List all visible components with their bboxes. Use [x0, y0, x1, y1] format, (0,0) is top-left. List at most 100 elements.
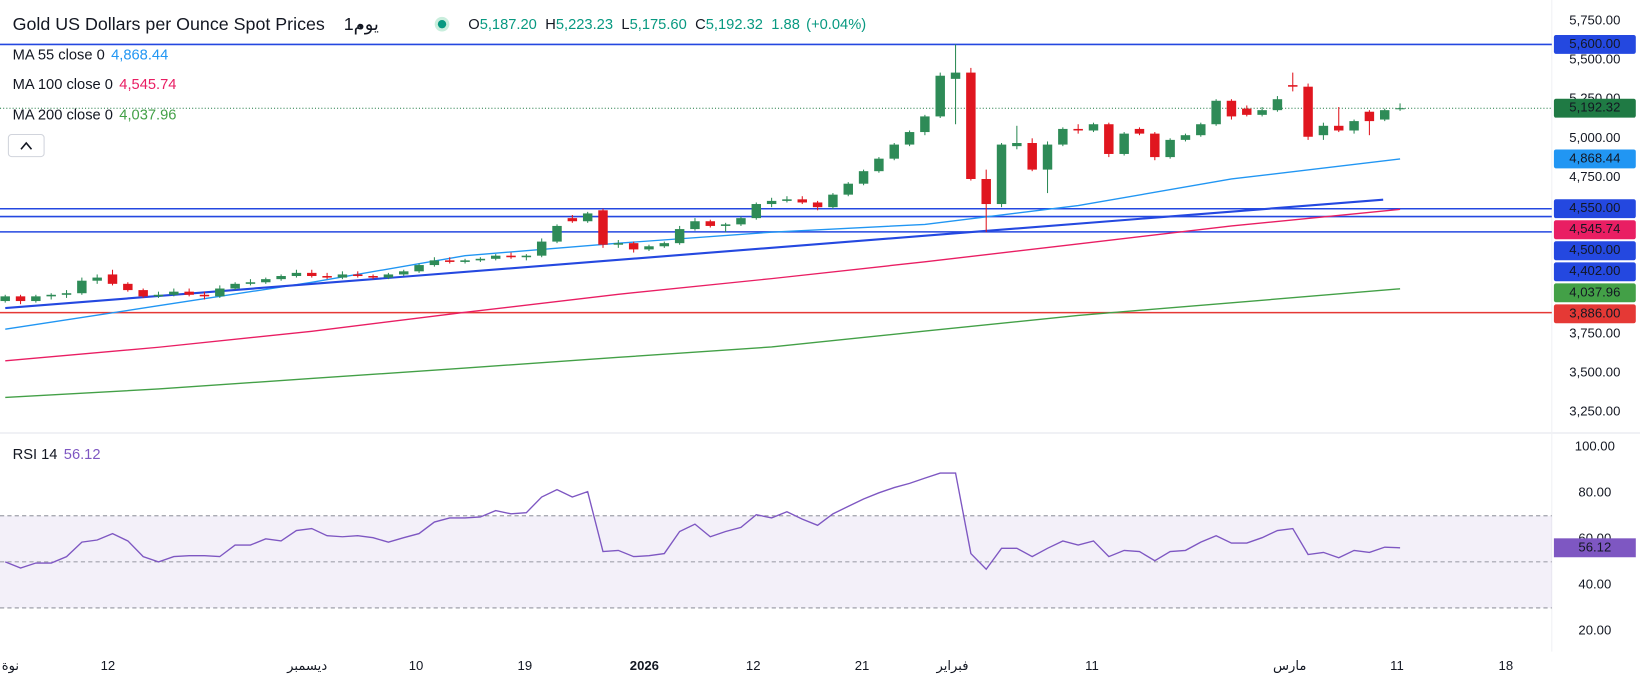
- candle-body: [169, 291, 179, 295]
- candle-body: [797, 199, 807, 203]
- candle-body: [659, 243, 670, 247]
- rsi-last-box: [1553, 538, 1636, 558]
- ohlc-value: 5,175.60: [630, 17, 687, 33]
- plot-area: 5,750.005,500.005,250.005,000.004,750.00…: [0, 12, 1636, 674]
- x-tick-label: 21: [855, 658, 870, 673]
- candle-body: [92, 277, 102, 281]
- legend-value: 4,868.44: [111, 48, 168, 64]
- candle-body: [690, 221, 700, 230]
- candle-body: [1318, 125, 1329, 136]
- rsi-tick-label: 80.00: [1578, 484, 1611, 499]
- candle-body: [828, 194, 838, 208]
- candle-body: [353, 274, 363, 277]
- candle-body: [475, 258, 486, 261]
- candle-body: [1088, 124, 1099, 131]
- chevron-icon[interactable]: [20, 141, 33, 150]
- candle-body: [107, 274, 118, 284]
- candle-body: [720, 224, 731, 226]
- rsi-last-label: 56.12: [1578, 539, 1611, 554]
- legend-value: 4,545.74: [119, 77, 176, 93]
- candle-body: [858, 171, 869, 184]
- candle-body: [598, 210, 608, 245]
- candle-body: [337, 274, 348, 278]
- candle-body: [536, 241, 547, 256]
- candle-body: [1303, 86, 1313, 137]
- x-tick-label: 12: [746, 658, 761, 673]
- ohlc-prefix: H: [545, 17, 556, 33]
- candle-body: [582, 213, 593, 222]
- candle-body: [552, 225, 562, 242]
- price-tag-box: [1553, 199, 1636, 219]
- candle-body: [215, 288, 225, 297]
- candle-body: [184, 291, 194, 295]
- x-tick-label: فبراير: [935, 658, 968, 674]
- candle-body: [736, 218, 746, 225]
- candle-body: [490, 255, 501, 259]
- candle-body: [996, 144, 1007, 205]
- candle-body: [1395, 108, 1405, 110]
- candle-body: [674, 229, 685, 244]
- candle-body: [1349, 121, 1359, 131]
- price-tag-label: 4,500.00: [1569, 242, 1620, 257]
- rsi-line: [4, 472, 1401, 571]
- price-tag-box: [1553, 304, 1636, 324]
- candle-body: [1150, 133, 1160, 158]
- y-tick-label: 4,750.00: [1569, 169, 1620, 184]
- candle-body: [812, 202, 823, 208]
- price-tag-label: 4,550.00: [1569, 200, 1620, 215]
- price-tag-label: 4,402.00: [1569, 263, 1620, 278]
- x-tick-label: نوة: [2, 658, 19, 674]
- candle-body: [429, 260, 440, 266]
- legend-name: MA 200 close 0: [13, 107, 113, 123]
- moving-average: [5, 158, 1401, 330]
- ohlc-prefix: L: [621, 17, 629, 33]
- legend-name: RSI 14: [13, 447, 58, 463]
- collapse-button[interactable]: [7, 134, 45, 158]
- candle-body: [1226, 100, 1237, 117]
- candle-body: [874, 158, 884, 172]
- ohlc-prefix: O: [468, 17, 479, 33]
- rsi-tick-label: 100.00: [1575, 438, 1615, 453]
- candle-body: [843, 183, 853, 195]
- rsi-tick-label: 40.00: [1578, 576, 1611, 591]
- legend-value: 56.12: [64, 447, 101, 463]
- ohlc-value: 5,223.23: [556, 17, 613, 33]
- x-tick-label: ديسمبر: [286, 658, 327, 674]
- candle-body: [307, 272, 317, 277]
- price-tag-label: 4,545.74: [1569, 221, 1620, 236]
- candle-body: [261, 279, 271, 283]
- candle-body: [460, 260, 470, 262]
- moving-average: [5, 288, 1401, 399]
- y-tick-label: 5,500.00: [1569, 52, 1620, 67]
- candle-body: [950, 72, 961, 79]
- candle-body: [1211, 100, 1221, 125]
- candle-body: [199, 294, 210, 297]
- price-tag-label: 5,600.00: [1569, 36, 1620, 51]
- price-tag-box: [1553, 262, 1636, 282]
- rsi-tick-label: 20.00: [1578, 622, 1611, 637]
- price-tag-box: [1553, 98, 1636, 118]
- candle-body: [322, 276, 332, 278]
- x-tick-label: 10: [409, 658, 424, 673]
- candle-body: [1257, 110, 1267, 115]
- y-tick-label: 3,250.00: [1569, 404, 1620, 419]
- candle-body: [368, 276, 378, 278]
- candle-body: [1272, 99, 1283, 111]
- candle-body: [138, 290, 148, 297]
- separator-dot: [359, 24, 364, 29]
- candle-body: [1027, 143, 1037, 170]
- candle-body: [1134, 128, 1145, 134]
- x-tick-label: 19: [518, 658, 533, 673]
- ohlc-header: O5,187.20 H5,223.23 L5,175.60 C5,192.32 1.88…: [468, 17, 866, 33]
- button-frame[interactable]: [7, 134, 45, 158]
- candle-body: [1165, 139, 1175, 158]
- candle-body: [230, 283, 240, 289]
- candle-body: [1119, 133, 1129, 154]
- candle-body: [1058, 128, 1068, 145]
- candle-body: [414, 265, 424, 272]
- candle-body: [15, 296, 26, 302]
- candle-body: [889, 144, 899, 159]
- moving-average: [5, 208, 1401, 362]
- candle-body: [276, 276, 286, 280]
- candle-body: [61, 293, 72, 295]
